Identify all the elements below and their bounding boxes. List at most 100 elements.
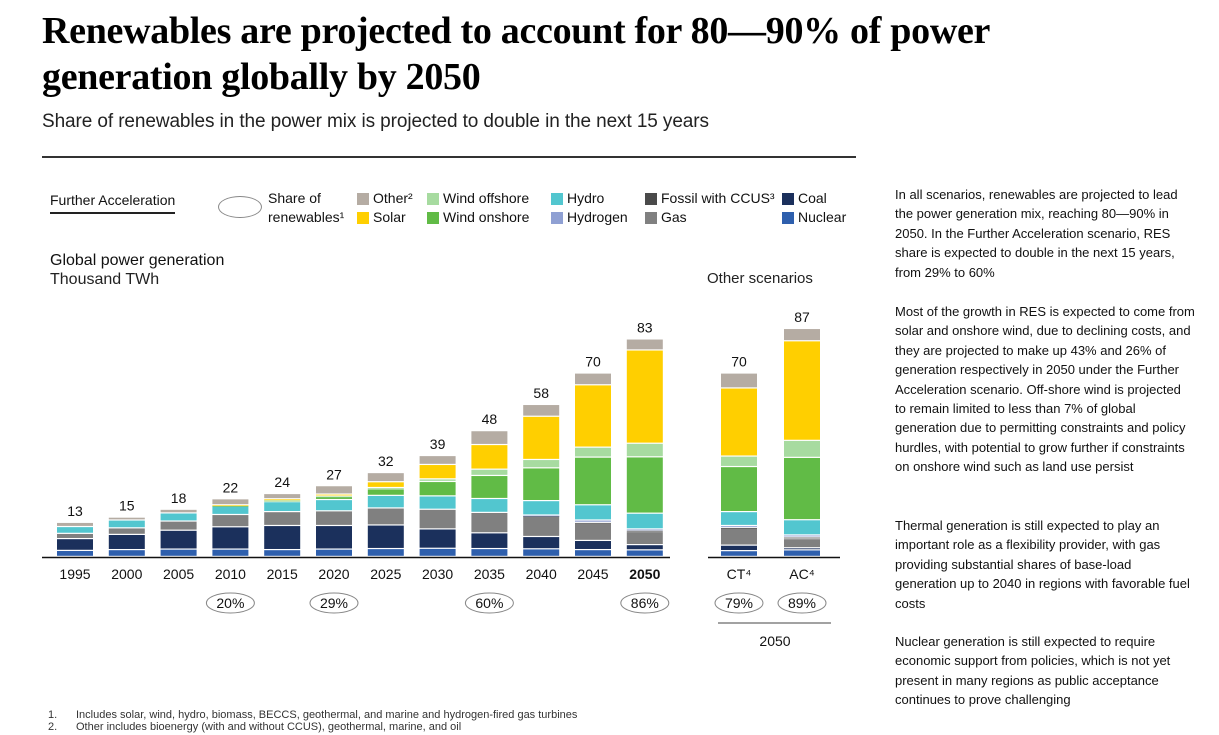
bar-segment-other	[721, 373, 757, 388]
side-paragraph-1: In all scenarios, renewables are project…	[895, 187, 1178, 280]
bar-segment-hydro	[212, 506, 249, 514]
bar-segment-hydro	[367, 495, 404, 508]
bar-segment-gas	[523, 516, 560, 536]
legend-column: Wind offshore Wind onshore	[427, 189, 529, 227]
x-tick-label: 2015	[267, 566, 298, 582]
bar-segment-other	[784, 329, 820, 341]
bar-total-label: 24	[274, 474, 290, 490]
bar-segment-other	[212, 499, 249, 505]
bar-segment-wind-onshore	[316, 497, 352, 499]
tab-further-acceleration[interactable]: Further Acceleration	[50, 192, 176, 214]
bar-total-label: 27	[326, 466, 342, 482]
bar-segment-nuclear	[316, 549, 352, 556]
bar-total-label: 22	[223, 479, 239, 495]
legend-item-wind-offshore: Wind offshore	[427, 189, 529, 208]
legend-item-gas: Gas	[645, 208, 775, 227]
bar-segment-coal	[264, 526, 301, 549]
bar-segment-hydrogen	[784, 535, 820, 537]
bar-segment-hydrogen	[721, 526, 757, 527]
bar-segment-coal	[367, 525, 404, 548]
x-tick-label: 1995	[59, 566, 90, 582]
legend-swatch	[551, 192, 563, 205]
bar-segment-nuclear	[523, 549, 560, 556]
bar-total-label: 70	[585, 354, 601, 370]
bar-segment-wind-onshore	[626, 457, 663, 513]
footnote-2: 2. Other includes bioenergy (with and wit…	[48, 721, 461, 733]
footnote-text: Other includes bioenergy (with and witho…	[76, 721, 462, 733]
legend-label: Solar	[373, 209, 406, 225]
renewable-share-label: 79%	[725, 595, 753, 611]
bar-segment-hydro	[471, 499, 508, 512]
bar-segment-hydrogen	[523, 515, 560, 517]
share-label-line2: renewables¹	[268, 209, 345, 225]
bar-total-label: 48	[482, 411, 498, 427]
legend-label: Hydro	[567, 190, 605, 206]
legend-swatch	[427, 192, 439, 205]
renewable-share-label: 89%	[788, 595, 816, 611]
bar-segment-gas	[160, 521, 197, 530]
bar-total-label: 87	[794, 309, 810, 325]
legend-item-nuclear: Nuclear	[782, 208, 846, 227]
page-subtitle: Share of renewables in the power mix is …	[42, 111, 709, 132]
share-oval	[777, 592, 827, 614]
x-tick-label: 2020	[318, 566, 349, 582]
bar-segment-nuclear	[626, 550, 663, 556]
page-title: Renewables are projected to account for …	[42, 10, 990, 98]
stacked-bar-chart: 13 1995 15 2000 18 2005 22 2010 20% 24 2015 27 2020 2…	[42, 309, 840, 649]
bar-segment-gas	[419, 509, 456, 529]
legend-swatch	[551, 211, 563, 224]
share-of-renewables-oval-icon	[218, 196, 262, 218]
x-tick-label: 2030	[422, 566, 453, 582]
x-tick-label: AC⁴	[789, 566, 814, 582]
bar-segment-coal	[212, 527, 249, 549]
bar-segment-other	[575, 373, 611, 385]
bar-segment-solar	[471, 445, 508, 469]
bar-segment-solar	[575, 385, 611, 447]
bar-segment-gas	[721, 528, 757, 545]
bar-segment-solar	[721, 388, 757, 456]
bar-segment-coal	[626, 545, 663, 550]
x-tick-label: 2050	[629, 566, 660, 582]
legend-label: Fossil with CCUS³	[661, 190, 775, 206]
share-oval	[309, 592, 359, 614]
bar-segment-solar	[367, 482, 404, 487]
bar-segment-coal	[471, 533, 508, 548]
bar-segment-coal	[316, 526, 352, 549]
bar-segment-other	[316, 486, 352, 494]
x-tick-label: 2005	[163, 566, 194, 582]
bar-total-label: 83	[637, 320, 653, 336]
bar-total-label: 18	[171, 490, 187, 506]
bar-segment-fossil-with-ccus	[784, 537, 820, 539]
bar-segment-solar	[316, 494, 352, 496]
renewable-share-label: 29%	[320, 595, 348, 611]
bar-segment-nuclear	[264, 550, 301, 556]
bar-segment-wind-offshore	[721, 456, 757, 466]
legend-swatch	[782, 211, 794, 224]
bar-segment-other	[108, 517, 145, 520]
bar-segment-wind-offshore	[419, 479, 456, 481]
bar-segment-coal	[419, 529, 456, 548]
legend-label: Coal	[798, 190, 827, 206]
x-tick-label: 2010	[215, 566, 246, 582]
bar-segment-hydro	[626, 513, 663, 529]
legend-item-hydrogen: Hydrogen	[551, 208, 628, 227]
legend-item-hydro: Hydro	[551, 189, 628, 208]
bar-segment-hydrogen	[626, 529, 663, 531]
bar-segment-hydro	[160, 513, 197, 521]
bar-segment-coal	[160, 530, 197, 549]
bar-segment-coal	[523, 537, 560, 549]
legend-column: Other² Solar	[357, 189, 413, 227]
legend-swatch	[357, 211, 369, 224]
bar-total-label: 58	[533, 385, 549, 401]
bar-segment-nuclear	[575, 550, 611, 556]
bar-segment-gas	[784, 539, 820, 548]
side-paragraph-4: Nuclear generation is still expected to …	[895, 634, 1171, 708]
x-tick-label: 2040	[526, 566, 557, 582]
legend-label: Nuclear	[798, 209, 847, 225]
legend-label: Hydrogen	[567, 209, 628, 225]
chart-title: Global power generation	[50, 252, 225, 269]
bar-segment-nuclear	[57, 550, 93, 556]
bar-segment-other	[419, 456, 456, 464]
bar-segment-nuclear	[160, 549, 197, 556]
bar-segment-wind-onshore	[419, 482, 456, 496]
